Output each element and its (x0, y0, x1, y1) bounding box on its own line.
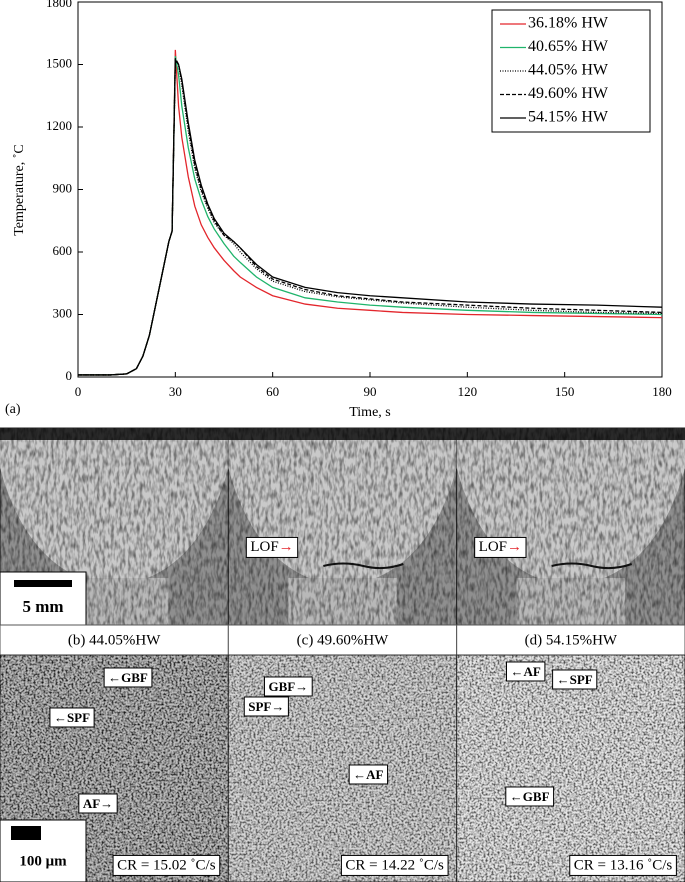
phase-label-box (49, 707, 95, 728)
lof-crack (551, 562, 632, 570)
phase-label-box (243, 696, 289, 717)
phase-label-box (505, 661, 546, 682)
legend-label: 54.15% HW (528, 109, 609, 126)
lof-crack (323, 562, 404, 570)
cooling-rate-box (569, 854, 677, 876)
phase-label-box (78, 793, 118, 814)
texture (456, 655, 685, 882)
phase-label: GBF→ (268, 679, 308, 694)
x-axis-label: Time, s (349, 405, 391, 420)
phase-label: ←SPF (54, 710, 90, 725)
x-tick-label: 120 (458, 384, 478, 399)
x-tick-label: 60 (266, 384, 279, 399)
phase-label-box (103, 667, 153, 688)
y-tick-label: 300 (53, 305, 73, 320)
phase-label-group: SPF→ (243, 696, 289, 717)
y-tick-label: 0 (66, 368, 73, 383)
phase-label-group: ←SPF (49, 707, 95, 728)
caption: (d) 54.15%HW (525, 632, 618, 648)
x-tick-label: 30 (169, 384, 182, 399)
lof-text: LOF (250, 539, 278, 555)
caption-cell (227, 624, 458, 656)
y-tick-label: 1200 (46, 118, 72, 133)
lof-label: LOF→ (479, 539, 522, 555)
phase-label: ←AF (510, 664, 540, 679)
phase-label-box (263, 676, 313, 697)
cooling-rate-box (340, 854, 449, 876)
cooling-rate-box (112, 854, 221, 876)
cooling-rate: CR = 15.02 ˚C/s (117, 857, 216, 873)
lof-group: LOF→ (474, 536, 527, 558)
x-tick-label: 180 (652, 384, 672, 399)
phase-label-group: ←GBF (505, 786, 555, 807)
phase-label: ←AF (353, 767, 383, 782)
legend-label: 49.60% HW (528, 85, 609, 102)
phase-label: SPF→ (248, 699, 284, 714)
x-tick-label: 150 (555, 384, 575, 399)
legend-label: 44.05% HW (528, 62, 609, 79)
texture (228, 428, 457, 625)
y-tick-label: 1800 (46, 0, 72, 10)
caption-cell (0, 624, 229, 656)
scale-label: 100 μm (19, 853, 67, 869)
lof-label: LOF→ (250, 539, 293, 555)
phase-label: ←GBF (510, 789, 550, 804)
lof-arrow: → (279, 539, 294, 555)
phase-label-group: ←GBF (103, 667, 153, 688)
caption: (b) 44.05%HW (68, 632, 161, 648)
cooling-rate-group: CR = 14.22 ˚C/s (340, 854, 449, 876)
y-tick-label: 900 (53, 180, 73, 195)
texture (456, 428, 685, 625)
phase-label: AF→ (83, 796, 113, 811)
legend-label: 40.65% HW (528, 38, 609, 55)
phase-label-group: GBF→ (263, 676, 313, 697)
caption: (c) 49.60%HW (297, 632, 389, 648)
phase-label-group: ←SPF (552, 669, 598, 690)
y-tick-label: 1500 (46, 55, 72, 70)
series-line (78, 58, 663, 376)
scale-bar (14, 580, 72, 587)
lof-group: LOF→ (245, 536, 299, 558)
scale-bar (11, 826, 41, 840)
cooling-rate-group: CR = 15.02 ˚C/s (112, 854, 221, 876)
phase-label-box (348, 764, 389, 785)
lof-box (245, 536, 299, 558)
lof-text: LOF (479, 539, 507, 555)
legend-label: 36.18% HW (528, 15, 609, 32)
y-tick-label: 600 (53, 243, 73, 258)
x-tick-label: 0 (75, 384, 82, 399)
cooling-rate: CR = 14.22 ˚C/s (345, 857, 444, 873)
panel-label: (a) (5, 402, 21, 417)
phase-label-group: ←AF (348, 764, 389, 785)
phase-label-box (552, 669, 598, 690)
cooling-rate: CR = 13.16 ˚C/s (574, 857, 673, 873)
phase-label-group: ←AF (505, 661, 546, 682)
cooling-rate-group: CR = 13.16 ˚C/s (569, 854, 677, 876)
phase-label: ←GBF (108, 670, 148, 685)
lof-box (474, 536, 527, 558)
x-tick-label: 90 (364, 384, 377, 399)
y-axis-label: Temperature, ˚C (12, 144, 27, 236)
lof-arrow: → (507, 539, 522, 555)
phase-label-box (505, 786, 555, 807)
phase-label: ←SPF (557, 672, 593, 687)
texture (228, 655, 457, 882)
series-line (78, 57, 663, 376)
phase-label-group: AF→ (78, 793, 118, 814)
caption-cell (456, 624, 685, 656)
scale-label: 5 mm (22, 597, 63, 616)
